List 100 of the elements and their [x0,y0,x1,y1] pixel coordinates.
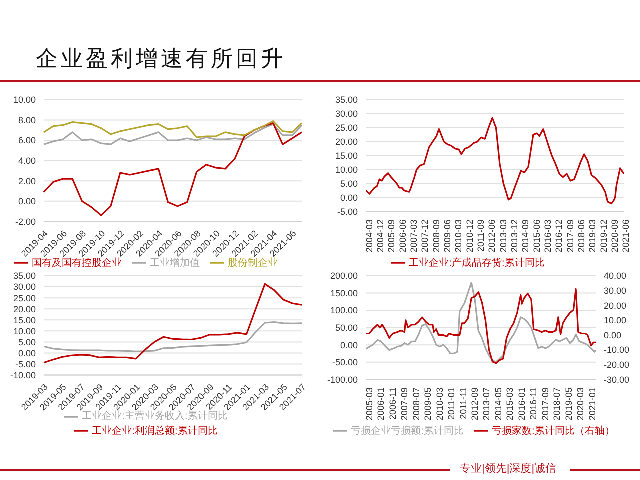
x-tick-label: 2015-06 [532,220,542,253]
line-series [43,122,303,216]
x-tick-label: 2004-12 [376,220,386,253]
legend-label: 亏损企业亏损额:累计同比 [351,426,464,437]
x-tick-label: 2013-03 [498,220,508,253]
y2-tick-label: -30.00 [604,374,630,385]
x-tick-label: 2019-12 [598,220,609,253]
x-tick-label: 2014-09 [520,220,531,253]
x-tick-label: 2008-09 [431,220,442,253]
legend-label: 工业企业:主营业务收入:累计同比 [82,411,228,422]
x-tick-label: 2021-06 [621,220,632,253]
x-tick-label: 2010-12 [464,220,475,253]
line-series [366,117,624,205]
y-tick-label: 15.00 [335,151,358,162]
x-tick-label: 2011-09 [476,220,486,252]
y-tick-label: 4.00 [18,156,36,166]
x-tick-label: 2007-03 [409,220,420,253]
line-series [43,120,303,138]
x-tick-label: 2017-09 [540,388,550,421]
x-tick-label: 2011-11 [458,388,468,420]
x-tick-label: 2021-01 [587,388,598,421]
y2-tick-label: -20.00 [604,360,630,370]
text: 专业|领先|深度|诚信 [460,463,557,475]
line-series [43,283,303,364]
y-tick-label: 0.00 [340,192,358,203]
x-tick-label: 2018-07 [552,388,562,421]
y2-tick-label: 0.00 [604,330,622,340]
x-tick-label: 2006-11 [388,388,398,420]
y-tick-label: 5.00 [340,178,358,189]
y-tick-label: 25.00 [335,123,358,134]
line-series [43,124,303,146]
x-tick-label: 2005-09 [386,220,397,253]
chart-title: 企业盈利增速有所回升 [36,46,286,74]
x-tick-label: 2019-05 [564,388,574,421]
legend-label: 国有及国有控股企业 [32,258,122,269]
y-tick-label: 0.00 [340,340,358,350]
y2-tick-label: 30.00 [604,286,627,296]
x-tick-label: 2009-06 [442,220,453,253]
x-tick-label: 2018-06 [576,220,586,253]
x-tick-label: 2013-12 [510,220,520,253]
y2-tick-label: 20.00 [604,300,627,311]
x-tick-label: 2017-09 [565,220,576,253]
line-series [43,322,303,352]
legend-label: 工业企业:产成品存货:累计同比 [409,258,545,269]
y-tick-label: 50.00 [335,323,358,334]
y-tick-label: 0.00 [18,196,36,207]
y-tick-label: 25.00 [13,293,36,304]
y-tick-label: -5.00 [15,359,36,370]
x-tick-label: 2020-09 [610,220,620,253]
x-tick-label: 2005-03 [364,388,374,421]
legend-label: 股份制企业 [228,258,278,269]
y-tick-label: -50.00 [332,358,358,368]
x-tick-label: 2010-03 [434,388,445,421]
legend-label: 亏损家数:累计同比（右轴） [492,426,615,437]
y-tick-label: 15.00 [13,315,36,326]
legend-label: 工业企业:利润总额:累计同比 [92,426,218,437]
x-tick-label: 2015-03 [505,388,516,421]
x-tick-label: 2007-09 [400,388,410,421]
x-tick-label: 2008-07 [411,388,422,421]
x-tick-label: 2013-07 [482,388,492,421]
x-tick-label: 2020-03 [576,388,586,421]
y-tick-label: 200.00 [330,271,358,282]
y-tick-label: 10.00 [13,326,36,336]
x-tick-label: 2016-11 [528,388,539,420]
x-tick-label: 2012-06 [487,220,498,253]
y-tick-label: 30.00 [335,109,358,120]
y-tick-label: 35.00 [13,271,36,282]
y-tick-label: 10.00 [13,95,36,106]
y2-tick-label: 40.00 [604,271,627,282]
y-tick-label: 30.00 [13,282,36,292]
x-tick-label: 2011-01 [446,388,457,420]
y-tick-label: -10.00 [10,370,36,380]
y2-tick-label: -10.00 [604,345,630,356]
y-tick-label: 35.00 [335,95,358,106]
x-tick-label: 2004-03 [364,220,374,253]
x-tick-label: 2012-09 [470,388,480,421]
x-tick-label: 2016-01 [516,388,527,421]
x-tick-label: 2016-12 [554,220,564,253]
legend-label: 工业增加值 [150,258,200,269]
x-tick-label: 2016-03 [543,220,554,253]
y-tick-label: 20.00 [335,137,358,148]
y-tick-label: 5.00 [18,337,36,348]
x-tick-label: 2006-06 [398,220,408,253]
x-tick-label: 2010-03 [454,220,464,253]
y-tick-label: -5.00 [337,206,358,217]
y-tick-label: 0.00 [18,348,36,358]
y-tick-label: 20.00 [13,304,36,314]
x-tick-label: 2019-03 [588,220,598,253]
y-tick-label: 100.00 [330,306,358,316]
y-tick-label: 8.00 [18,115,36,126]
x-tick-label: 2009-05 [423,388,434,421]
y-tick-label: 6.00 [18,136,36,146]
x-tick-label: 2006-01 [376,388,386,421]
y-tick-label: 2.00 [18,176,36,186]
x-tick-label: 2007-12 [420,220,430,253]
y-tick-label: 150.00 [330,288,358,298]
x-tick-label: 2014-05 [493,388,504,421]
y2-tick-label: 10.00 [604,316,627,326]
y-tick-label: -2.00 [15,216,36,227]
y-tick-label: 10.00 [335,164,358,175]
